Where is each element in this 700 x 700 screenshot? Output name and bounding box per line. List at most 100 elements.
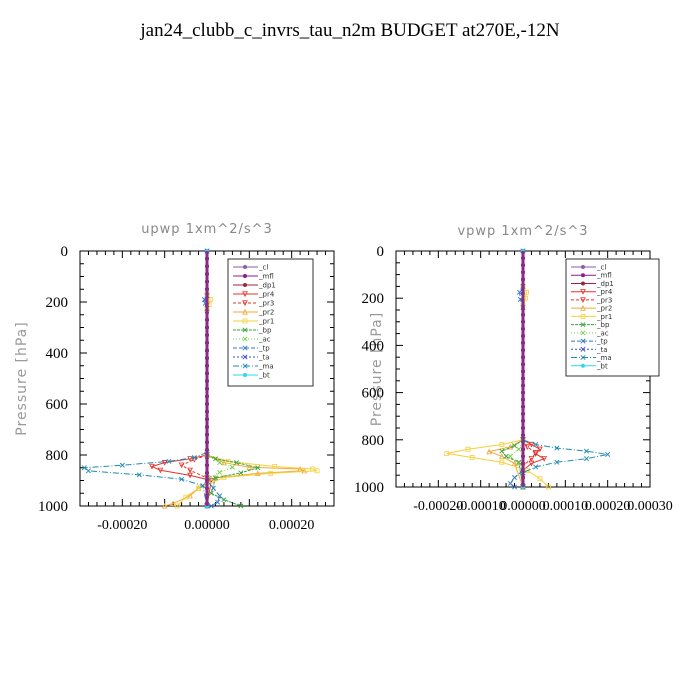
- marker-1-5-4: [511, 460, 518, 466]
- marker-0-7-7: [221, 497, 227, 503]
- marker-0-6-10: [221, 475, 227, 480]
- legend-label: _ma: [258, 363, 274, 371]
- marker-1-11-5: [583, 456, 590, 462]
- y-tick-label: 1000: [354, 480, 384, 496]
- legend-label: _pr4: [258, 291, 275, 299]
- marker-0-leg-4: [242, 300, 248, 307]
- marker-1-6-8: [469, 455, 475, 460]
- marker-1-11-1: [533, 442, 539, 448]
- marker-0-7-3: [255, 465, 261, 471]
- marker-1-leg-9: [580, 338, 586, 344]
- marker-0-11-8: [200, 483, 206, 489]
- chart-panel-1: upwp 1xm^2/s^3 Pressure [hPa] 0 200 400 600 80…: [14, 222, 335, 533]
- marker-0-9-7: [217, 493, 223, 499]
- marker-0-3-4: [157, 467, 164, 474]
- marker-0-leg-0: [243, 265, 247, 269]
- marker-1-7-3: [503, 453, 509, 459]
- marker-0-leg-12: [243, 373, 247, 377]
- legend-label: _cl: [258, 264, 268, 272]
- marker-0-3-2: [161, 460, 168, 466]
- marker-0-leg-7: [242, 327, 248, 333]
- legend-label: _ac: [258, 336, 271, 344]
- y-tick-label: 600: [362, 386, 385, 402]
- marker-0-11-5: [85, 468, 91, 474]
- x-tick-label: -0.00020: [97, 518, 147, 533]
- marker-0-8-2: [229, 464, 235, 470]
- marker-1-6-12: [546, 484, 551, 490]
- marker-1-4-2: [532, 450, 539, 456]
- marker-0-11-1: [191, 455, 197, 461]
- figure-title: jan24_clubb_c_invrs_tau_n2m BUDGET at270…: [140, 20, 560, 41]
- y-tick-label: 1000: [38, 499, 68, 515]
- legend-label: _ac: [596, 329, 609, 337]
- marker-1-7-2: [499, 448, 505, 454]
- y-tick-label: 0: [61, 244, 69, 260]
- legend-box: [565, 258, 660, 377]
- series-line-ma: [522, 439, 608, 487]
- marker-0-3-3: [149, 463, 155, 470]
- marker-1-3-1: [528, 441, 535, 448]
- marker-1-7-4: [516, 459, 522, 465]
- legend-label: _pr4: [596, 288, 613, 296]
- marker-1-6-7: [444, 451, 450, 456]
- marker-0-6-13: [174, 503, 180, 509]
- legend-box: [227, 258, 314, 387]
- x-tick-label: 0.00020: [585, 499, 631, 514]
- marker-1-3-2: [537, 446, 543, 453]
- marker-1-8-1: [516, 446, 522, 452]
- marker-1-11-6: [554, 459, 560, 465]
- legend-label: _pr2: [258, 309, 274, 317]
- marker-1-9-7: [507, 480, 513, 486]
- marker-1-leg-10: [580, 346, 586, 352]
- marker-1-9-6: [512, 475, 518, 481]
- marker-0-7-2: [234, 460, 240, 466]
- legend-label: _bp: [596, 321, 610, 329]
- y-tick-label: 200: [46, 295, 69, 311]
- legend-label: _pr1: [596, 313, 612, 321]
- legend-label: _ta: [596, 346, 608, 354]
- legend-label: _dp1: [596, 280, 614, 288]
- marker-0-5-8: [187, 492, 193, 499]
- marker-1-6-6: [465, 446, 471, 452]
- marker-1-6-11: [537, 476, 543, 482]
- marker-0-8-1: [217, 460, 223, 466]
- marker-1-11-3: [583, 448, 590, 454]
- marker-1-7-1: [512, 443, 518, 449]
- legend-label: _tp: [596, 338, 608, 346]
- y-tick-label: 800: [46, 448, 69, 464]
- x-tick-label: 0.00000: [184, 518, 230, 533]
- marker-1-11-2: [554, 445, 560, 451]
- marker-1-5-3: [498, 453, 505, 459]
- marker-0-11-7: [179, 476, 185, 482]
- panel-title: vpwp 1xm^2/s^3: [457, 224, 588, 239]
- marker-0-9-8: [215, 499, 221, 505]
- marker-0-11-6: [136, 472, 142, 478]
- marker-1-leg-4: [580, 297, 586, 304]
- marker-0-6-12: [183, 494, 189, 500]
- marker-0-6-6: [272, 464, 278, 469]
- x-tick-label: 0.00030: [627, 499, 673, 514]
- legend-label: _pr3: [596, 296, 612, 304]
- marker-0-leg-11: [242, 363, 248, 369]
- marker-1-leg-7: [580, 322, 586, 328]
- marker-0-leg-10: [242, 354, 248, 360]
- y-tick-label: 200: [362, 291, 385, 307]
- marker-1-3-4: [541, 456, 548, 462]
- marker-0-leg-1: [243, 274, 247, 278]
- marker-1-leg-3: [580, 289, 586, 295]
- marker-0-6-8: [314, 468, 320, 474]
- marker-1-leg-12: [581, 363, 585, 368]
- marker-0-4-3: [187, 467, 193, 474]
- marker-0-5-4: [301, 467, 308, 474]
- y-tick-label: 600: [46, 397, 69, 413]
- marker-0-leg-3: [242, 291, 248, 298]
- marker-0-4-2: [178, 462, 185, 469]
- x-tick-label: -0.00020: [413, 499, 463, 514]
- y-tick-label: 800: [362, 433, 385, 449]
- marker-0-leg-9: [242, 345, 248, 351]
- legend-label: _cl: [596, 264, 606, 272]
- marker-0-8-3: [217, 469, 223, 475]
- y-tick-label: 0: [377, 244, 385, 260]
- marker-0-7-4: [238, 470, 244, 476]
